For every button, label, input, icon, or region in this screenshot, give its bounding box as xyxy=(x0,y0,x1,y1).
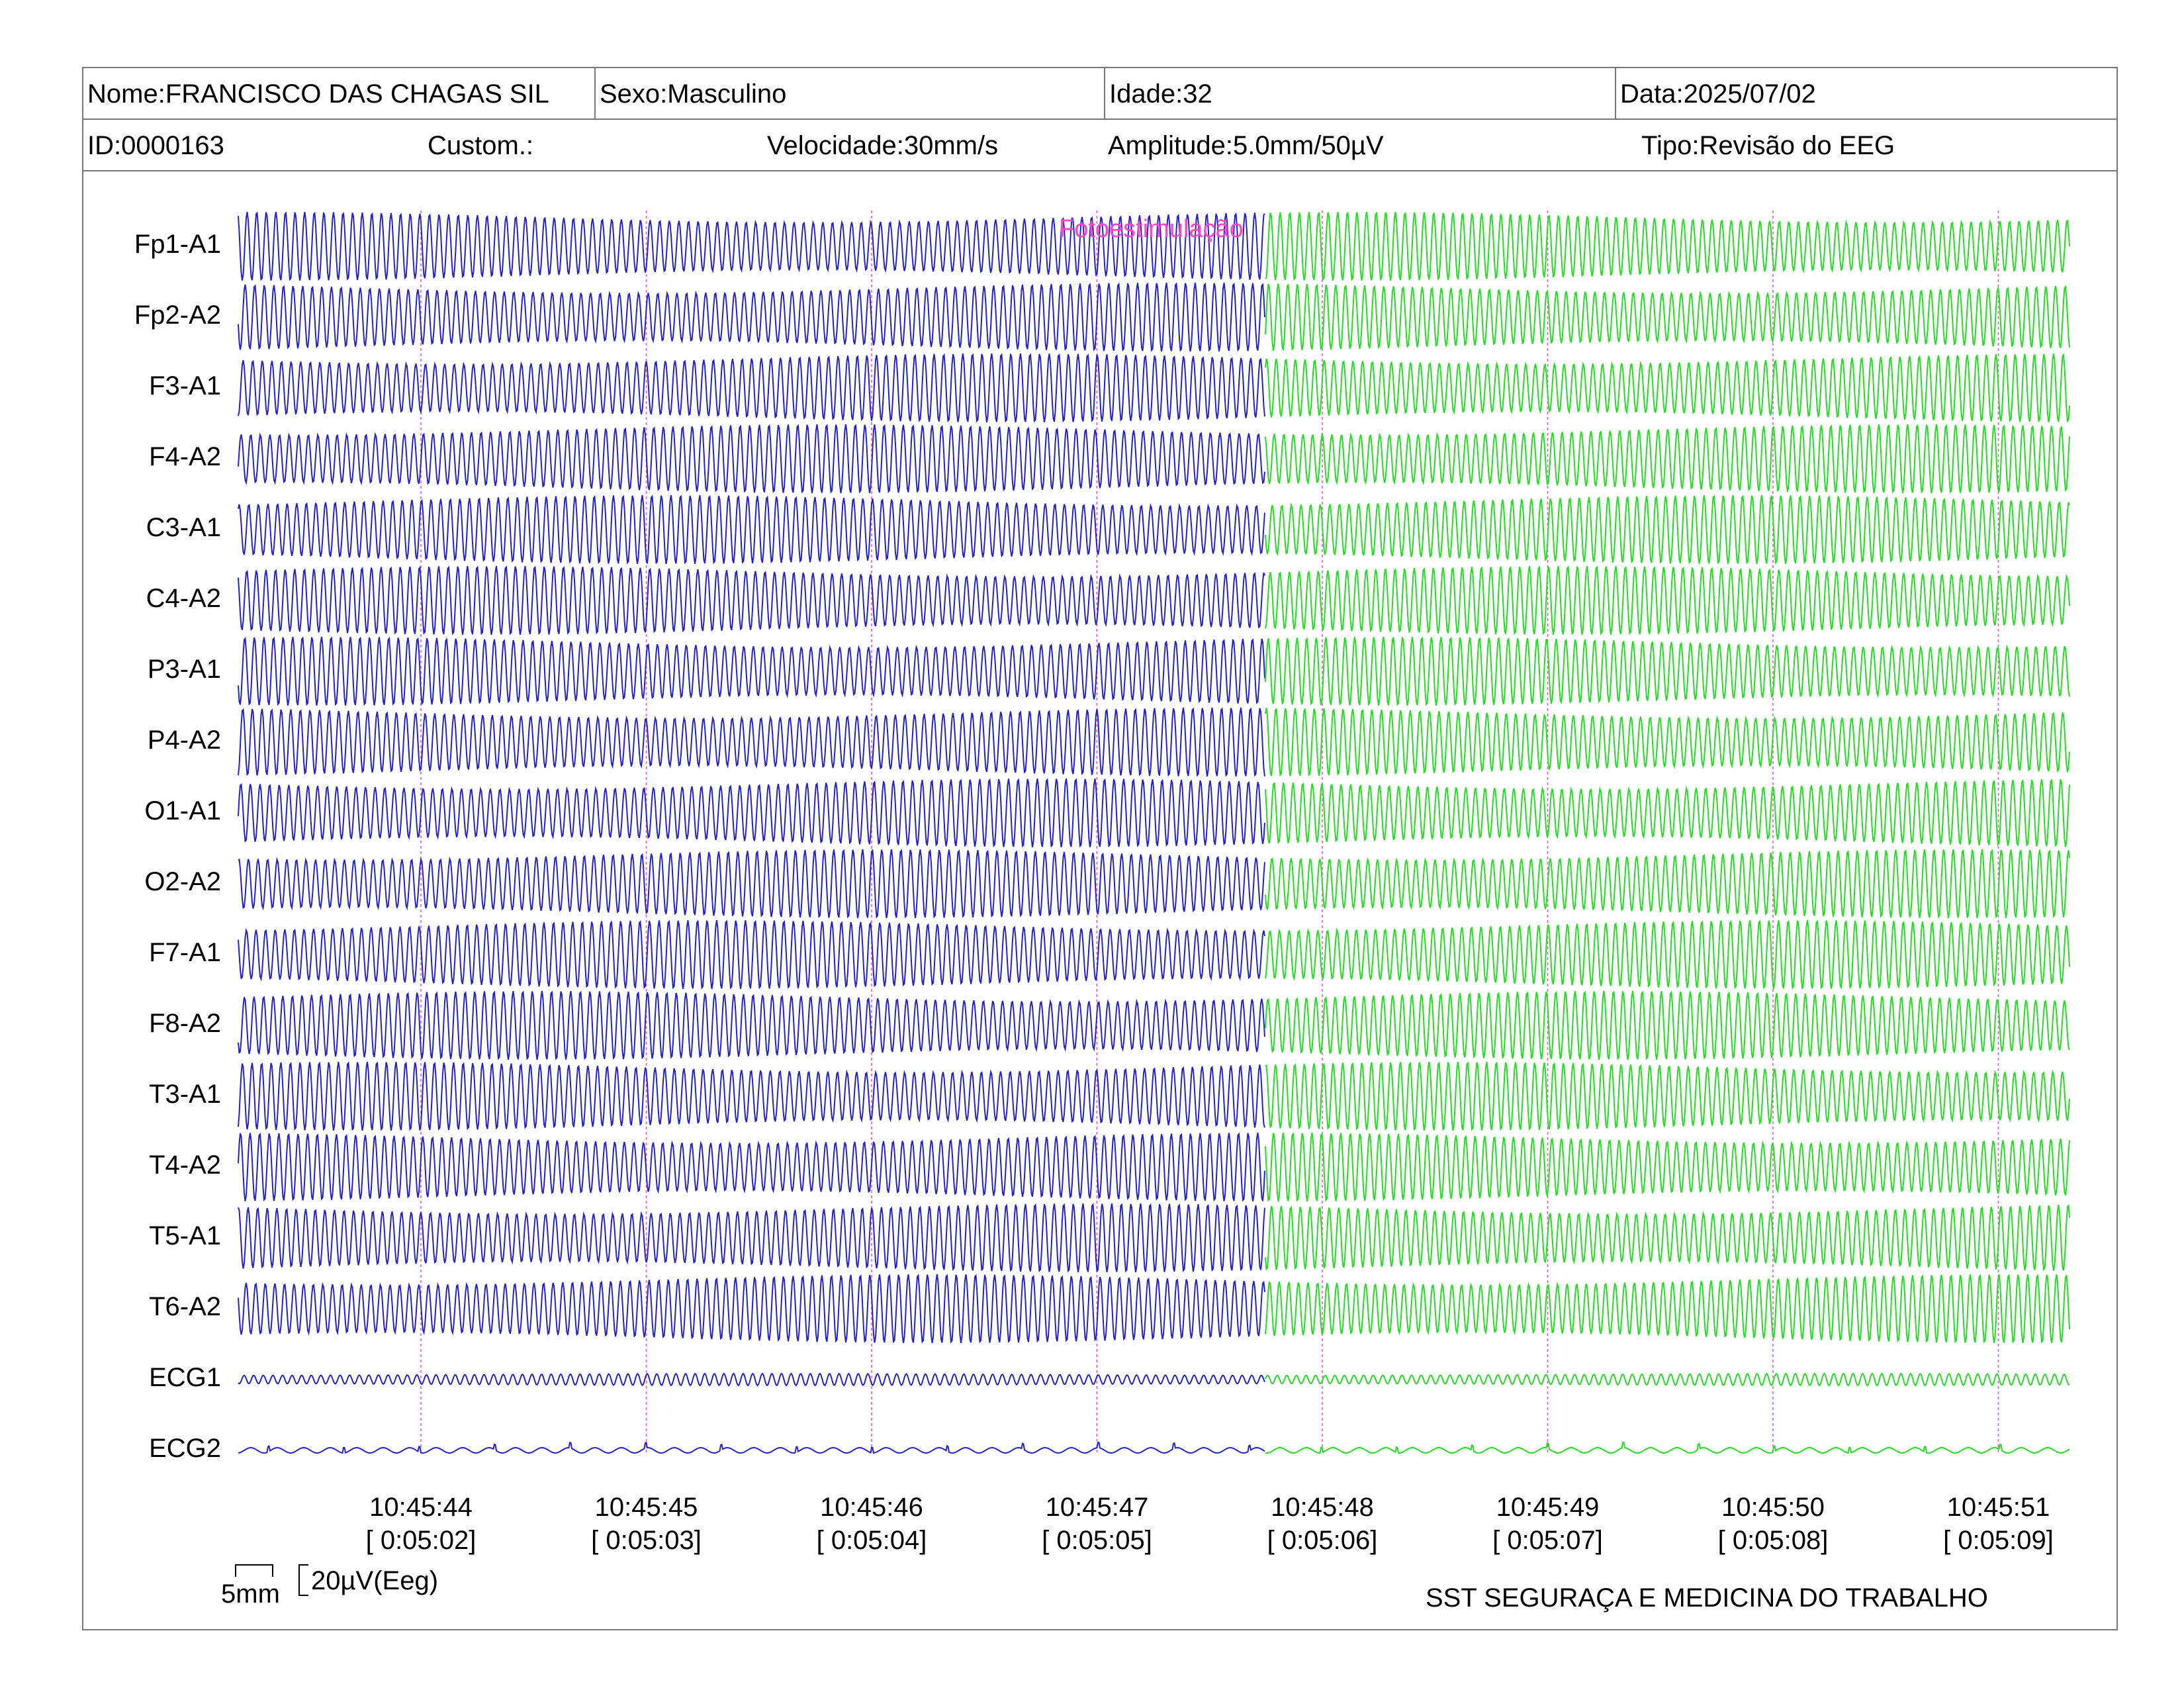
trace-c4-a2 xyxy=(1265,565,2070,635)
time-label: 10:45:47 xyxy=(1046,1493,1149,1522)
channel-label-f8-a2: F8-A2 xyxy=(149,1009,221,1038)
channel-label-f3-a1: F3-A1 xyxy=(149,371,221,400)
channel-label-f7-a1: F7-A1 xyxy=(149,938,221,967)
time-label: 10:45:48 xyxy=(1271,1493,1374,1522)
elapsed-label: [ 0:05:09] xyxy=(1943,1526,2054,1555)
trace-o2-a2 xyxy=(238,849,1265,919)
time-scale-label: 5mm xyxy=(221,1579,280,1609)
elapsed-label: [ 0:05:06] xyxy=(1267,1526,1378,1555)
trace-fp2-a2 xyxy=(238,282,1265,352)
trace-t6-a2 xyxy=(1265,1274,2070,1344)
trace-f4-a2 xyxy=(1265,424,2070,494)
channel-label-p4-a2: P4-A2 xyxy=(148,726,221,755)
elapsed-label: [ 0:05:02] xyxy=(366,1526,477,1555)
time-label: 10:45:44 xyxy=(369,1493,473,1522)
channel-label-c3-a1: C3-A1 xyxy=(146,513,221,542)
time-label: 10:45:45 xyxy=(595,1493,698,1522)
channel-label-o2-a2: O2-A2 xyxy=(144,867,221,896)
trace-c4-a2 xyxy=(238,565,1265,635)
record-id: ID:0000163 xyxy=(87,131,224,160)
trace-f3-a1 xyxy=(238,353,1265,423)
trace-ecg1 xyxy=(238,1372,1265,1387)
channel-label-f4-a2: F4-A2 xyxy=(149,442,221,471)
channel-label-o1-a1: O1-A1 xyxy=(144,796,221,825)
trace-p4-a2 xyxy=(1265,707,2070,777)
time-label: 10:45:50 xyxy=(1721,1493,1825,1522)
trace-f4-a2 xyxy=(238,424,1265,494)
elapsed-label: [ 0:05:05] xyxy=(1042,1526,1152,1555)
trace-p3-a1 xyxy=(1265,636,2070,706)
trace-ecg2 xyxy=(238,1441,1265,1454)
trace-p4-a2 xyxy=(238,707,1265,777)
custom-field: Custom.: xyxy=(428,131,534,160)
record-date: Data:2025/07/02 xyxy=(1615,68,2116,120)
channel-label-t5-a1: T5-A1 xyxy=(149,1221,221,1250)
trace-fp1-a1 xyxy=(238,211,1265,281)
trace-t6-a2 xyxy=(238,1274,1265,1344)
trace-c3-a1 xyxy=(238,494,1265,565)
trace-t4-a2 xyxy=(238,1132,1265,1202)
channel-label-ecg1: ECG1 xyxy=(149,1363,221,1392)
trace-t3-a1 xyxy=(1265,1061,2070,1131)
speed-setting: Velocidade:30mm/s xyxy=(767,131,999,160)
channel-label-t3-a1: T3-A1 xyxy=(149,1080,221,1109)
trace-p3-a1 xyxy=(238,636,1265,706)
trace-t4-a2 xyxy=(1265,1132,2070,1202)
elapsed-label: [ 0:05:03] xyxy=(591,1526,702,1555)
header-row-2: ID:0000163 Custom.: Velocidade:30mm/s Am… xyxy=(83,120,2116,171)
event-marker-label: Fotoestimulação xyxy=(1059,215,1244,243)
patient-name: Nome:FRANCISCO DAS CHAGAS SIL xyxy=(87,79,549,109)
time-label: 10:45:49 xyxy=(1496,1493,1600,1522)
elapsed-label: [ 0:05:04] xyxy=(817,1526,927,1555)
trace-t5-a1 xyxy=(238,1203,1265,1273)
trace-c3-a1 xyxy=(1265,494,2070,565)
channel-label-t4-a2: T4-A2 xyxy=(149,1150,221,1180)
channel-label-p3-a1: P3-A1 xyxy=(148,655,221,684)
trace-f7-a1 xyxy=(1265,919,2070,990)
elapsed-label: [ 0:05:08] xyxy=(1718,1526,1829,1555)
trace-t3-a1 xyxy=(238,1061,1265,1131)
trace-fp1-a1 xyxy=(1265,211,2070,281)
trace-t5-a1 xyxy=(1265,1204,2070,1272)
channel-label-t6-a2: T6-A2 xyxy=(149,1292,221,1321)
trace-f8-a2 xyxy=(1265,990,2070,1060)
channel-label-fp1-a1: Fp1-A1 xyxy=(134,230,221,259)
amplitude-scale-bar-icon xyxy=(298,1564,308,1596)
channel-label-c4-a2: C4-A2 xyxy=(146,584,221,613)
amplitude-scale-label: 20µV(Eeg) xyxy=(311,1566,439,1595)
channel-label-ecg2: ECG2 xyxy=(149,1434,221,1463)
company-footer: SST SEGURAÇA E MEDICINA DO TRABALHO xyxy=(1426,1583,1988,1613)
patient-sex: Sexo:Masculino xyxy=(594,68,1104,120)
time-scale-bar-icon xyxy=(235,1564,273,1577)
trace-fp2-a2 xyxy=(1265,283,2070,351)
review-type: Tipo:Revisão do EEG xyxy=(1641,131,1895,160)
header-row-1: Nome:FRANCISCO DAS CHAGAS SIL Sexo:Mascu… xyxy=(83,68,2116,120)
trace-o2-a2 xyxy=(1265,849,2070,919)
trace-ecg1 xyxy=(1265,1372,2070,1387)
amplitude-setting: Amplitude:5.0mm/50µV xyxy=(1108,131,1384,160)
trace-f8-a2 xyxy=(238,990,1265,1060)
time-label: 10:45:51 xyxy=(1947,1493,2050,1522)
trace-f3-a1 xyxy=(1265,353,2070,423)
time-label: 10:45:46 xyxy=(820,1493,923,1522)
trace-ecg2 xyxy=(1265,1441,2070,1454)
channel-label-fp2-a2: Fp2-A2 xyxy=(134,301,221,330)
patient-age: Idade:32 xyxy=(1104,68,1615,120)
trace-f7-a1 xyxy=(238,919,1265,990)
trace-o1-a1 xyxy=(1265,778,2070,847)
trace-o1-a1 xyxy=(238,778,1265,848)
elapsed-label: [ 0:05:07] xyxy=(1492,1526,1603,1555)
eeg-report-sheet: Nome:FRANCISCO DAS CHAGAS SIL Sexo:Mascu… xyxy=(82,67,2118,1630)
